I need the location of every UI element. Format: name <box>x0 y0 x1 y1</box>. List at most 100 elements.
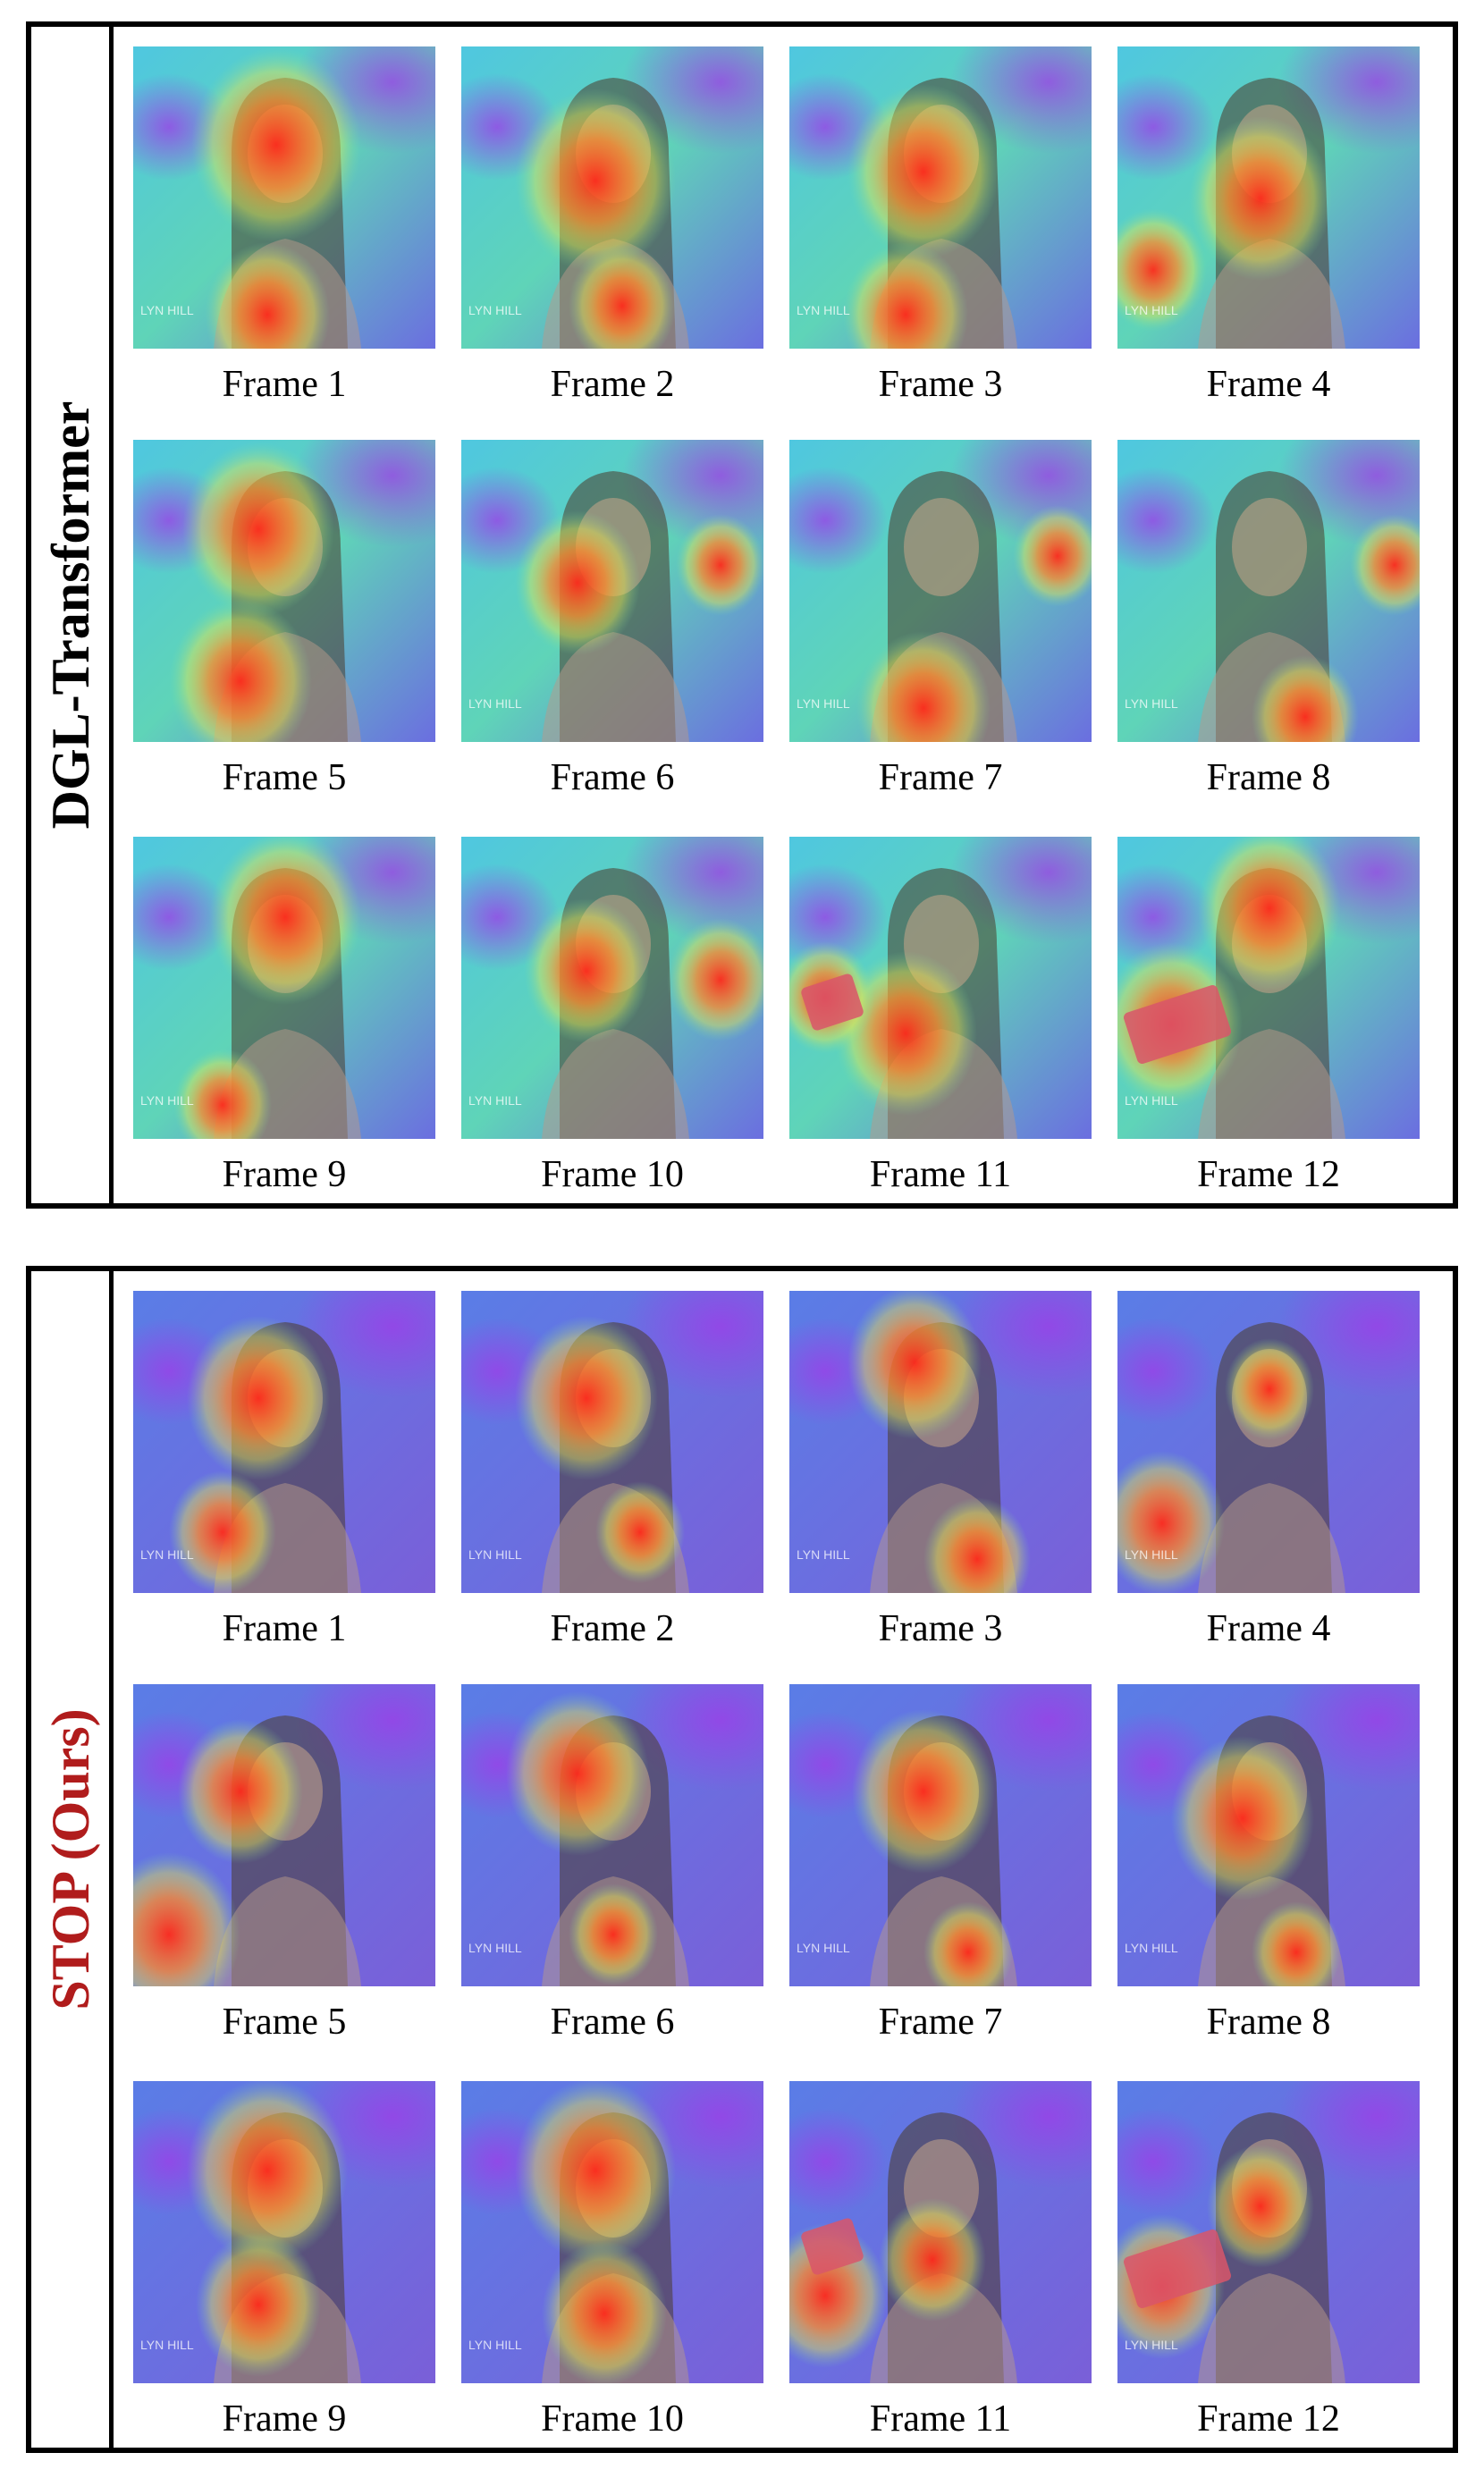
attention-heatmap-image: LYN HILL <box>133 2081 435 2383</box>
frame-caption: Frame 8 <box>1206 2002 1331 2043</box>
attention-heatmap-image: LYN HILL <box>133 837 435 1139</box>
frame-caption: Frame 6 <box>550 2002 675 2043</box>
frame-thumbnail: LYN HILL <box>133 46 435 349</box>
attention-heatmap-image: LYN HILL <box>1117 440 1420 742</box>
attention-heatmap-image: LYN HILL <box>461 2081 763 2383</box>
frame-thumbnail: LYN HILL <box>789 1291 1092 1593</box>
frame-cell: LYN HILL Frame 9 <box>133 2081 435 2457</box>
frame-cell: LYN HILL Frame 2 <box>461 1291 763 1666</box>
frame-caption: Frame 10 <box>541 2398 684 2440</box>
watermark-text: LYN HILL <box>140 1547 194 1562</box>
attention-heatmap-image: LYN HILL <box>133 1291 435 1593</box>
panel-label: DGL-Transformer <box>40 400 100 830</box>
frame-caption: Frame 8 <box>1206 757 1331 798</box>
frame-caption: Frame 2 <box>550 364 675 405</box>
attention-heatmap-image: LYN HILL <box>461 440 763 742</box>
frame-thumbnail: LYN HILL <box>133 1291 435 1593</box>
frame-caption: Frame 3 <box>878 1608 1003 1649</box>
stop-ours-panel: STOP (Ours) LYN HILL Frame 1 LYN HILL Frame… <box>26 1266 1458 2453</box>
frame-thumbnail: LYN HILL <box>789 1684 1092 1986</box>
frame-thumbnail: LYN HILL <box>133 2081 435 2383</box>
frame-cell: Frame 11 <box>789 837 1092 1212</box>
watermark-text: LYN HILL <box>1125 1941 1178 1955</box>
frame-caption: Frame 12 <box>1197 1154 1340 1195</box>
frame-caption: Frame 5 <box>222 757 347 798</box>
panel-label: STOP (Ours) <box>40 1708 100 2010</box>
frame-cell: LYN HILL Frame 2 <box>461 46 763 422</box>
watermark-text: LYN HILL <box>468 303 522 317</box>
frame-cell: LYN HILL Frame 6 <box>461 1684 763 2060</box>
frame-cell: LYN HILL Frame 3 <box>789 46 1092 422</box>
watermark-text: LYN HILL <box>468 1941 522 1955</box>
frame-thumbnail: LYN HILL <box>1117 2081 1420 2383</box>
frame-thumbnail: LYN HILL <box>461 46 763 349</box>
attention-heatmap-image: LYN HILL <box>461 837 763 1139</box>
frame-cell: LYN HILL Frame 12 <box>1117 837 1420 1212</box>
attention-heatmap-image: LYN HILL <box>1117 2081 1420 2383</box>
attention-heatmap-image: LYN HILL <box>789 1684 1092 1986</box>
watermark-text: LYN HILL <box>797 1547 850 1562</box>
attention-heatmap-image <box>133 1684 435 1986</box>
frame-thumbnail <box>789 2081 1092 2383</box>
attention-heatmap-image: LYN HILL <box>1117 46 1420 349</box>
attention-heatmap-image: LYN HILL <box>461 46 763 349</box>
attention-heatmap-image: LYN HILL <box>1117 1684 1420 1986</box>
dgl-transformer-panel: DGL-Transformer LYN HILL Frame 1 LYN HILL F… <box>26 21 1458 1209</box>
frame-thumbnail: LYN HILL <box>461 1291 763 1593</box>
frame-cell: Frame 11 <box>789 2081 1092 2457</box>
frame-thumbnail: LYN HILL <box>1117 1684 1420 1986</box>
frame-cell: Frame 5 <box>133 1684 435 2060</box>
frame-thumbnail: LYN HILL <box>133 837 435 1139</box>
frame-caption: Frame 11 <box>869 1154 1012 1195</box>
frame-cell: LYN HILL Frame 7 <box>789 440 1092 815</box>
watermark-text: LYN HILL <box>468 696 522 711</box>
frame-cell: LYN HILL Frame 7 <box>789 1684 1092 2060</box>
frame-cell: LYN HILL Frame 8 <box>1117 1684 1420 2060</box>
frame-caption: Frame 7 <box>878 2002 1003 2043</box>
frame-cell: LYN HILL Frame 4 <box>1117 1291 1420 1666</box>
frame-caption: Frame 9 <box>222 2398 347 2440</box>
watermark-text: LYN HILL <box>140 2338 194 2352</box>
frame-caption: Frame 6 <box>550 757 675 798</box>
attention-heatmap-image: LYN HILL <box>789 440 1092 742</box>
watermark-text: LYN HILL <box>468 1547 522 1562</box>
attention-heatmap-image <box>789 837 1092 1139</box>
frame-thumbnail <box>133 1684 435 1986</box>
frame-caption: Frame 10 <box>541 1154 684 1195</box>
attention-heatmap-image: LYN HILL <box>1117 1291 1420 1593</box>
frame-thumbnail: LYN HILL <box>789 440 1092 742</box>
frame-caption: Frame 7 <box>878 757 1003 798</box>
attention-heatmap-image <box>133 440 435 742</box>
frame-cell: LYN HILL Frame 3 <box>789 1291 1092 1666</box>
frame-caption: Frame 12 <box>1197 2398 1340 2440</box>
frame-caption: Frame 5 <box>222 2002 347 2043</box>
frame-thumbnail: LYN HILL <box>789 46 1092 349</box>
frame-caption: Frame 9 <box>222 1154 347 1195</box>
frame-caption: Frame 4 <box>1206 1608 1331 1649</box>
attention-heatmap-image: LYN HILL <box>461 1291 763 1593</box>
frame-thumbnail: LYN HILL <box>461 837 763 1139</box>
frame-thumbnail: LYN HILL <box>1117 46 1420 349</box>
frame-grid: LYN HILL Frame 1 LYN HILL Frame 2 LYN HILL Fr… <box>114 27 1453 1203</box>
frame-cell: LYN HILL Frame 1 <box>133 1291 435 1666</box>
attention-heatmap-image: LYN HILL <box>461 1684 763 1986</box>
attention-heatmap-image: LYN HILL <box>1117 837 1420 1139</box>
frame-caption: Frame 1 <box>222 364 347 405</box>
frame-thumbnail: LYN HILL <box>461 1684 763 1986</box>
watermark-text: LYN HILL <box>1125 1093 1178 1108</box>
frame-caption: Frame 1 <box>222 1608 347 1649</box>
watermark-text: LYN HILL <box>1125 2338 1178 2352</box>
frame-cell: LYN HILL Frame 10 <box>461 837 763 1212</box>
attention-heatmap-image: LYN HILL <box>133 46 435 349</box>
frame-cell: LYN HILL Frame 9 <box>133 837 435 1212</box>
watermark-text: LYN HILL <box>1125 303 1178 317</box>
attention-heatmap-image: LYN HILL <box>789 1291 1092 1593</box>
frame-caption: Frame 4 <box>1206 364 1331 405</box>
frame-thumbnail: LYN HILL <box>1117 837 1420 1139</box>
frame-caption: Frame 2 <box>550 1608 675 1649</box>
frame-caption: Frame 3 <box>878 364 1003 405</box>
watermark-text: LYN HILL <box>797 303 850 317</box>
frame-cell: LYN HILL Frame 12 <box>1117 2081 1420 2457</box>
watermark-text: LYN HILL <box>1125 696 1178 711</box>
frame-cell: Frame 5 <box>133 440 435 815</box>
